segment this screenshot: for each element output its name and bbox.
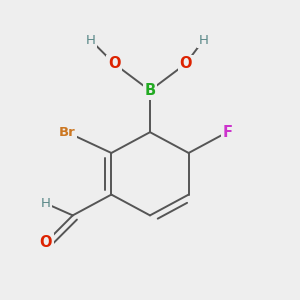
Text: F: F <box>222 125 232 140</box>
Text: H: H <box>85 34 95 46</box>
Text: O: O <box>179 56 192 71</box>
Text: B: B <box>144 83 156 98</box>
Text: Br: Br <box>58 126 75 139</box>
Text: O: O <box>40 235 52 250</box>
Text: H: H <box>199 34 208 46</box>
Text: O: O <box>108 56 121 71</box>
Text: H: H <box>41 197 51 210</box>
